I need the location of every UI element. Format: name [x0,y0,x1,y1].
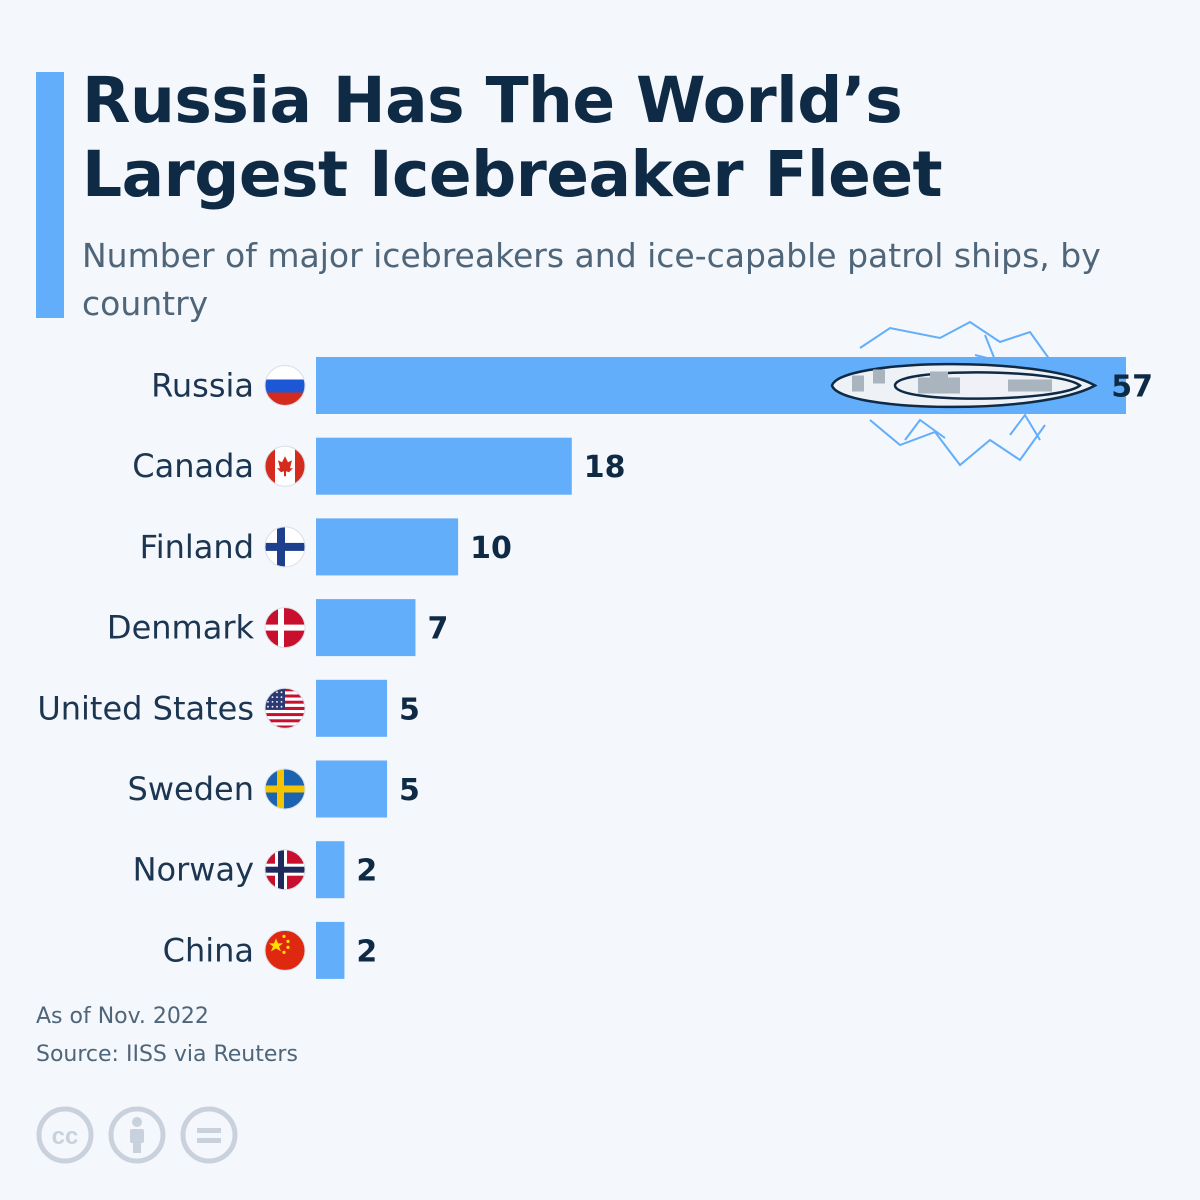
bar-denmark [316,599,416,657]
value-label: 57 [1111,370,1153,405]
denmark-flag-icon [264,607,306,649]
cc-icon: cc [36,1106,94,1164]
category-label: United States [37,689,254,727]
category-label: Russia [151,367,254,405]
sweden-flag-icon [264,768,306,810]
bar-china [316,921,345,979]
canada-flag-icon [264,445,306,487]
bar-finland [316,518,459,576]
chart-subtitle: Number of major icebreakers and ice-capa… [82,236,1101,323]
category-label: China [163,931,254,969]
usa-flag-icon [264,687,306,729]
finland-flag-icon [264,526,306,568]
icebreaker-ship-illustration [735,320,1098,467]
category-label: Finland [140,528,254,566]
bar-canada [316,437,572,495]
bar-united-states [316,679,388,737]
china-flag-icon [264,929,306,971]
category-label: Sweden [128,770,254,808]
attribution-icon [108,1106,166,1164]
accent-bar [36,72,64,318]
norway-flag-icon [264,849,306,891]
no-derivatives-icon [180,1106,238,1164]
value-label: 5 [399,692,420,727]
category-label: Norway [133,851,254,889]
category-label: Denmark [107,609,255,647]
svg-text:cc: cc [52,1123,79,1150]
bar-norway [316,841,345,899]
value-label: 2 [356,854,377,889]
chart-title: Russia Has The World’s Largest Icebreake… [82,64,943,211]
category-label: Canada [132,447,254,485]
value-label: 10 [470,531,512,566]
value-label: 2 [356,934,377,969]
value-label: 18 [584,450,626,485]
value-label: 5 [399,773,420,808]
date-note: As of Nov. 2022 [36,1004,209,1029]
bar-sweden [316,760,388,818]
russia-flag-icon [264,365,306,406]
source-note: Source: IISS via Reuters [36,1042,298,1067]
bar-chart: Russia 57 Canada 18 Finland 10 Denmark 7 United … [37,320,1153,979]
value-label: 7 [427,612,448,647]
